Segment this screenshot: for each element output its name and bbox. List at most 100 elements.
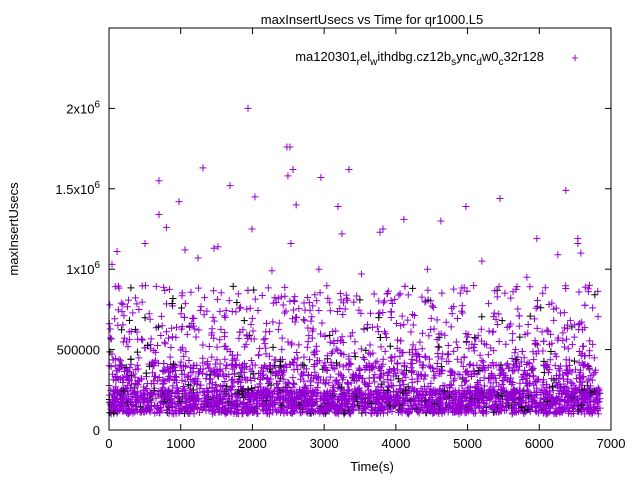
data-point [484,351,492,359]
data-point [311,291,319,299]
data-point [586,337,594,345]
data-point [254,307,262,315]
data-point [326,373,334,381]
data-point [430,325,438,333]
data-point [139,390,147,398]
data-point [478,313,486,321]
data-point [221,355,229,363]
data-point [117,299,125,307]
data-point [409,341,417,349]
x-tick-label: 3000 [310,436,339,451]
data-point [570,381,578,389]
data-point [279,301,287,309]
data-point [247,356,255,364]
data-point [322,380,330,388]
data-point [338,230,346,238]
data-point [418,293,426,301]
data-point [114,282,122,290]
y-tick-label: 500000 [57,343,100,358]
data-point [313,357,321,365]
data-point [532,391,540,399]
data-point [447,323,455,331]
data-point [196,306,204,314]
data-point [291,355,299,363]
data-point [396,378,404,386]
data-point [182,348,190,356]
data-point [296,401,304,409]
data-point [202,407,210,415]
data-point [289,407,297,415]
data-point [291,318,299,326]
plot-border [108,27,612,431]
data-point [450,377,458,385]
data-point [327,396,335,404]
data-point [456,371,464,379]
data-point [290,404,298,412]
data-point [520,409,528,417]
data-point [501,289,509,297]
data-point [221,378,229,386]
data-point [115,356,123,364]
data-point [530,373,538,381]
data-point [161,386,169,394]
data-point [502,340,510,348]
data-point [434,343,442,351]
data-point [133,361,141,369]
data-point [172,409,180,417]
data-point [442,318,450,326]
data-point [249,408,257,416]
data-point [578,326,586,334]
data-point [263,374,271,382]
data-point [235,334,243,342]
data-point [490,309,498,317]
data-point [236,397,244,405]
data-point [504,391,512,399]
data-point [404,410,412,418]
data-point [451,387,459,395]
data-point [387,296,395,304]
data-point [384,376,392,384]
data-point [351,349,359,357]
data-point [386,342,394,350]
data-point [428,401,436,409]
data-point [400,215,408,223]
data-point [228,382,236,390]
data-point [213,393,221,401]
data-point [181,377,189,385]
data-point [174,401,182,409]
data-point [162,223,170,231]
data-point [489,383,497,391]
data-point [336,370,344,378]
data-point [133,300,141,308]
data-point [417,403,425,411]
data-point [471,334,479,342]
data-point [163,393,171,401]
data-point [237,303,245,311]
data-point [340,410,348,418]
data-point [456,289,464,297]
data-point [138,335,146,343]
data-point [284,338,292,346]
data-point [278,334,286,342]
data-point [303,343,311,351]
data-point [152,282,160,290]
data-point [296,386,304,394]
data-point [152,394,160,402]
data-point [262,344,270,352]
data-point [229,375,237,383]
data-point [518,373,526,381]
data-point [562,284,570,292]
data-point [408,360,416,368]
data-point [427,398,435,406]
data-point [151,372,159,380]
data-point [514,305,522,313]
data-point [147,345,155,353]
data-point [525,388,533,396]
data-point [192,333,200,341]
data-point [321,332,329,340]
data-point [349,402,357,410]
data-point [549,383,557,391]
data-point [145,310,153,318]
data-point [348,329,356,337]
data-point [180,313,188,321]
